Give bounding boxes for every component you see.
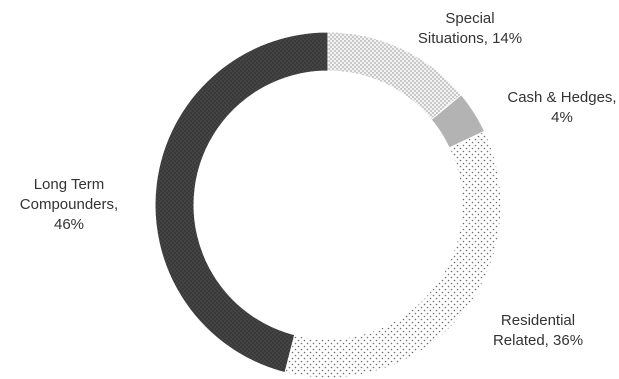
- data-label-long-term-compounders: Long Term Compounders, 46%: [20, 176, 118, 233]
- data-label-line: Long Term: [34, 176, 105, 193]
- data-label-cash-hedges: Cash & Hedges, 4%: [507, 89, 616, 126]
- data-label-line: 46%: [54, 216, 84, 233]
- slice-long-term-compounders: [154, 31, 329, 374]
- data-label-line: Special: [445, 10, 494, 27]
- data-label-line: Compounders,: [20, 196, 118, 213]
- slice-residential-related: [284, 130, 502, 379]
- slices-layer: [154, 31, 502, 379]
- data-label-line: Cash & Hedges,: [507, 89, 616, 106]
- data-label-residential-related: Residential Related, 36%: [493, 312, 583, 349]
- data-label-line: 4%: [551, 109, 573, 126]
- data-label-line: Related, 36%: [493, 332, 583, 349]
- data-label-line: Residential: [501, 312, 575, 329]
- labels-layer: Special Situations, 14% Cash & Hedges, 4% Re…: [20, 10, 617, 349]
- data-label-special-situations: Special Situations, 14%: [418, 10, 522, 47]
- data-label-line: Situations, 14%: [418, 30, 522, 47]
